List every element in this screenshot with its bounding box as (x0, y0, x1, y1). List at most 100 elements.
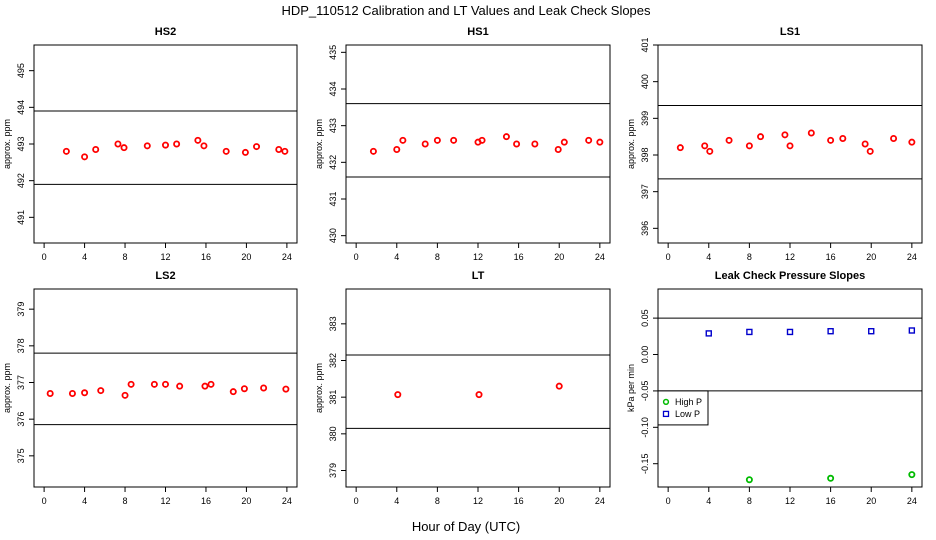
panel-title: LS2 (155, 270, 175, 282)
x-tick-label: 20 (866, 252, 876, 262)
data-point (861, 140, 869, 148)
y-tick-label: 379 (328, 463, 338, 478)
data-point (868, 328, 875, 335)
data-point (745, 476, 753, 484)
chart-panel: HS2 approx. ppm 0 4 8 12 16 20 24 491 492 493 494 495 (2, 26, 298, 262)
data-point (240, 385, 248, 393)
data-point (746, 328, 753, 336)
x-tick-label: 8 (435, 496, 440, 506)
x-tick-label: 8 (747, 496, 752, 506)
y-tick-label: 398 (640, 147, 650, 162)
y-tick-label: -0.15 (640, 453, 650, 474)
plot-frame (33, 288, 298, 488)
y-tick-label: 399 (640, 111, 650, 126)
legend-label: High P (675, 397, 702, 407)
data-point (81, 389, 89, 397)
data-point (725, 136, 733, 144)
data-point (207, 380, 215, 388)
y-tick-label: 433 (328, 118, 338, 133)
data-point (46, 389, 54, 397)
data-point (421, 140, 429, 148)
panel-title: LT (472, 270, 485, 282)
x-tick-label: 16 (514, 252, 524, 262)
data-point (908, 471, 916, 479)
x-tick-label: 4 (82, 252, 87, 262)
x-tick-label: 8 (123, 496, 128, 506)
legend-marker (662, 410, 670, 418)
data-point (433, 136, 441, 144)
x-tick-label: 8 (123, 252, 128, 262)
data-point (114, 140, 122, 148)
y-tick-label: 491 (16, 210, 26, 225)
data-point (222, 147, 230, 155)
data-point (97, 387, 105, 395)
y-tick-label: 401 (640, 37, 650, 52)
data-point (81, 153, 89, 161)
y-tick-label: 435 (328, 45, 338, 60)
data-point (745, 142, 753, 150)
legend-box (657, 390, 709, 426)
x-tick-label: 20 (241, 496, 251, 506)
y-axis-label: approx. ppm (314, 363, 324, 413)
y-tick-label: 380 (328, 426, 338, 441)
y-axis-label: approx. ppm (314, 119, 324, 169)
x-tick-label: 0 (666, 496, 671, 506)
data-point (275, 145, 283, 153)
legend-marker (662, 398, 670, 406)
data-point (676, 144, 684, 152)
y-tick-label: 431 (328, 191, 338, 206)
data-point (282, 385, 290, 393)
data-point (475, 391, 483, 399)
x-tick-label: 16 (514, 496, 524, 506)
y-tick-label: 493 (16, 136, 26, 151)
x-tick-label: 4 (394, 496, 399, 506)
data-point (150, 380, 158, 388)
data-point (120, 144, 128, 152)
data-point (585, 136, 593, 144)
x-tick-label: 24 (282, 252, 292, 262)
x-tick-label: 12 (160, 496, 170, 506)
y-axis-label: approx. ppm (2, 119, 12, 169)
data-point (786, 142, 794, 150)
x-tick-label: 16 (201, 252, 211, 262)
data-point (200, 142, 208, 150)
data-point (241, 148, 249, 156)
panel-title: LS1 (780, 26, 800, 38)
x-tick-label: 12 (785, 252, 795, 262)
y-tick-label: 0.05 (640, 309, 650, 327)
data-point (781, 131, 789, 139)
y-tick-label: 381 (328, 390, 338, 405)
data-point (908, 138, 916, 146)
data-point (121, 391, 129, 399)
data-point (908, 327, 916, 334)
data-point (92, 145, 100, 153)
x-tick-label: 12 (473, 252, 483, 262)
x-tick-label: 24 (907, 496, 917, 506)
data-point (281, 147, 289, 155)
x-tick-label: 16 (201, 496, 211, 506)
data-point (866, 147, 874, 155)
x-tick-label: 12 (785, 496, 795, 506)
figure-title: HDP_110512 Calibration and LT Values and… (281, 3, 651, 18)
x-tick-label: 8 (747, 252, 752, 262)
y-axis-label: kPa per min (626, 364, 636, 412)
x-tick-label: 12 (160, 252, 170, 262)
y-tick-label: 494 (16, 100, 26, 115)
data-point (201, 382, 209, 390)
data-point (253, 143, 261, 151)
x-tick-label: 4 (82, 496, 87, 506)
x-tick-label: 8 (435, 252, 440, 262)
x-tick-label: 0 (42, 252, 47, 262)
y-tick-label: 396 (640, 221, 650, 236)
y-tick-label: 378 (16, 338, 26, 353)
x-tick-label: 24 (595, 252, 605, 262)
x-tick-label: 12 (473, 496, 483, 506)
y-tick-label: 379 (16, 302, 26, 317)
y-tick-label: 0.00 (640, 346, 650, 364)
panel-title: HS2 (155, 26, 176, 38)
x-tick-label: 16 (826, 252, 836, 262)
x-tick-label: 20 (241, 252, 251, 262)
data-point (194, 136, 202, 144)
y-tick-label: -0.10 (640, 417, 650, 438)
